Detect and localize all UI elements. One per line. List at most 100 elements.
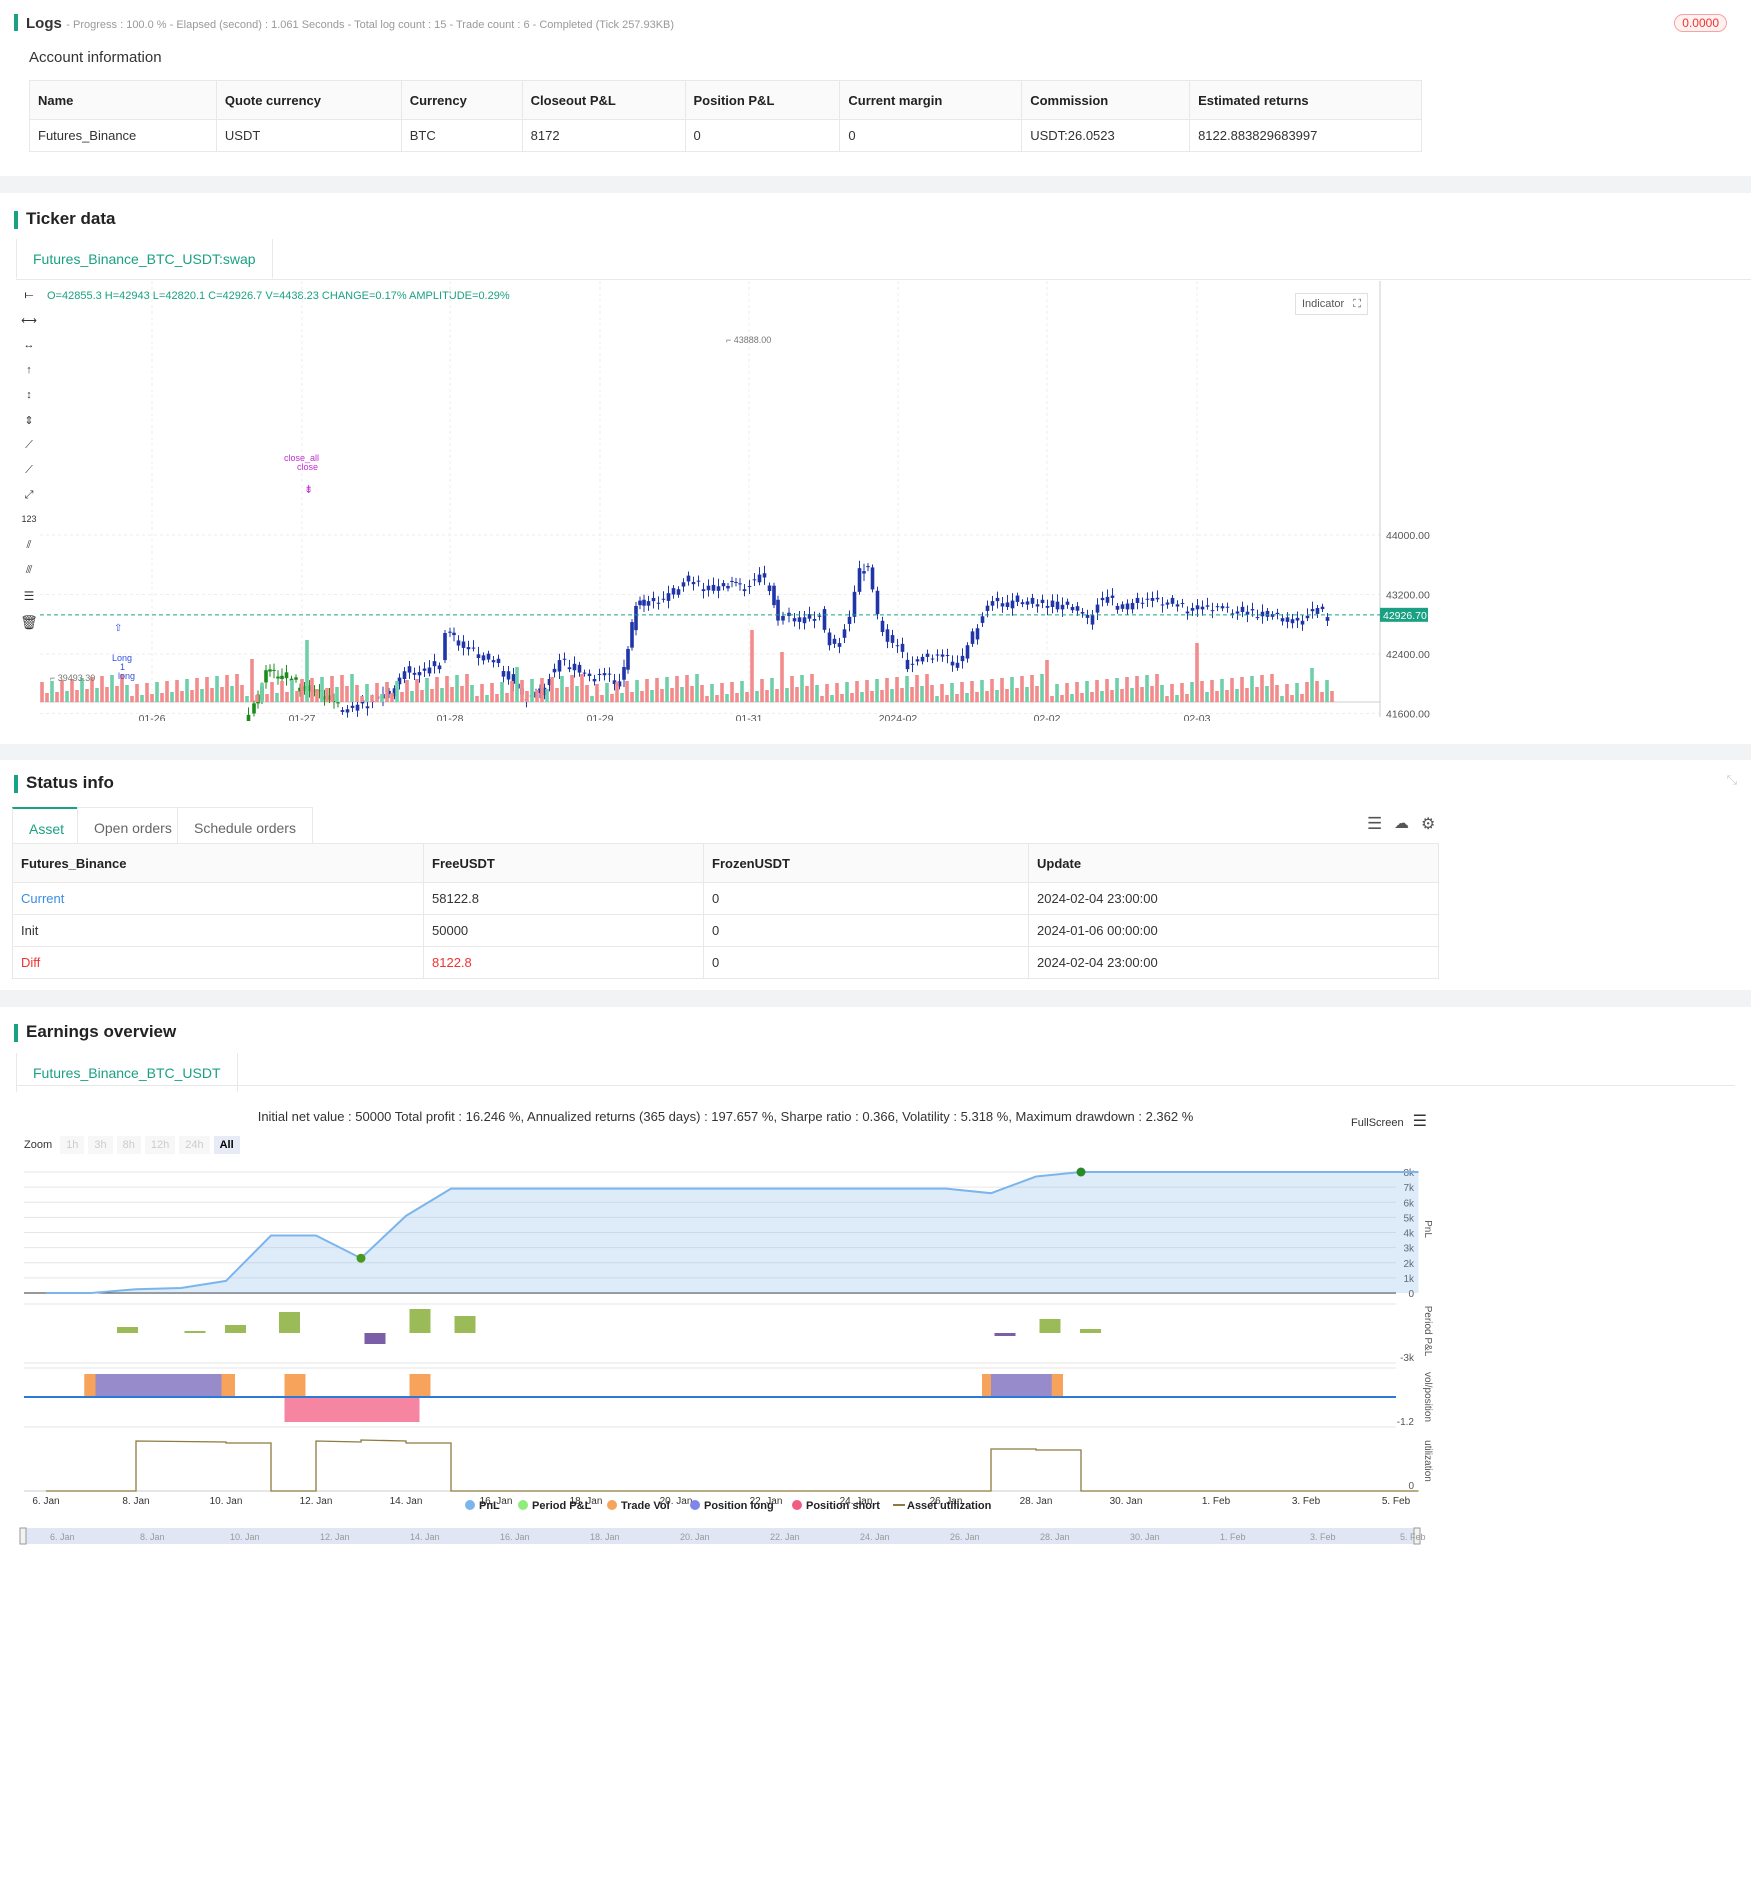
menu-icon[interactable]: ☰ <box>1412 1113 1427 1130</box>
volume-bar <box>440 688 444 702</box>
price-line-icon[interactable]: 123 <box>21 514 37 524</box>
zoom-12h-button[interactable]: 12h <box>144 1136 176 1154</box>
navigator-tick: 18. Jan <box>590 1532 620 1542</box>
candle-body <box>336 702 340 704</box>
zoom-all-button[interactable]: All <box>213 1136 240 1154</box>
volume-bar <box>455 675 459 702</box>
candle-body <box>738 583 742 585</box>
volume-bar <box>1145 675 1149 702</box>
volume-bar <box>180 691 184 702</box>
tab-asset[interactable]: Asset <box>12 807 82 847</box>
candle-body <box>597 673 602 675</box>
volume-bar <box>210 688 214 702</box>
tab-schedule-orders[interactable]: Schedule orders <box>177 807 313 847</box>
volume-bar <box>805 686 809 702</box>
list-icon[interactable]: ☰ <box>1367 814 1383 833</box>
zoom-1h-button[interactable]: 1h <box>60 1136 85 1154</box>
collapse-icon[interactable]: ⤡ <box>1726 772 1737 787</box>
segment-line-icon[interactable]: ⤢ <box>24 489 34 501</box>
horizontal-line-icon[interactable]: ⟷ <box>21 315 37 327</box>
trend-line-icon[interactable]: ⟋ <box>25 439 33 451</box>
volume-bar <box>860 692 864 702</box>
cloud-download-icon[interactable]: ☁ <box>1394 815 1409 832</box>
candle-body <box>817 615 822 617</box>
indicator-button[interactable]: Indicator ⛶ <box>1295 293 1368 315</box>
candle-body <box>822 609 827 630</box>
candle-body <box>837 643 842 647</box>
extended-line-icon[interactable]: ↔ <box>23 339 35 351</box>
axis-title: vol/position <box>1422 1372 1433 1422</box>
volume-bar <box>425 678 429 702</box>
zoom-24h-button[interactable]: 24h <box>179 1136 210 1154</box>
candle-body <box>681 582 686 587</box>
pnl-tick-label: 4k <box>1403 1229 1415 1240</box>
horizontal-ray-icon[interactable]: ⟝ <box>24 289 34 301</box>
volume-bar <box>530 679 534 702</box>
volume-bar <box>1220 679 1224 702</box>
volume-bar <box>470 685 474 702</box>
volume-bar <box>790 676 794 702</box>
volume-bar <box>1045 660 1049 702</box>
pnl-tick-label: 5k <box>1403 1213 1415 1224</box>
tab-open-orders[interactable]: Open orders <box>77 807 189 847</box>
candle-body <box>676 589 681 595</box>
tab-earnings-symbol[interactable]: Futures_Binance_BTC_USDT <box>16 1053 238 1093</box>
candle-body <box>461 641 466 648</box>
table-cell: BTC <box>400 119 523 152</box>
settings-icon[interactable]: ⚙ <box>1421 816 1436 833</box>
earnings-chart[interactable]: 8k 7k 6k 5k 4k 3k 2k 1k 0 -3k -1.2 0 PnL Period P&L vo… <box>0 1151 1451 1891</box>
volume-bar <box>340 675 344 702</box>
volume-bar <box>1010 677 1014 702</box>
trash-icon[interactable]: 🗑 <box>20 614 38 630</box>
volume-bar <box>955 694 959 702</box>
volume-bar <box>850 693 854 702</box>
vertical-segment-icon[interactable]: ⇕ <box>24 415 34 427</box>
fibonacci-icon[interactable]: ⫻ <box>25 564 33 576</box>
volume-bar <box>525 691 529 702</box>
volume-bar <box>830 695 834 702</box>
ray-line-icon[interactable]: ⟋ <box>25 464 33 476</box>
candle-body <box>742 589 747 592</box>
volume-bar <box>605 683 609 702</box>
expand-icon[interactable]: ⛶ <box>1353 298 1361 310</box>
volume-bar <box>610 694 614 702</box>
volume-bar <box>465 674 469 702</box>
volume-bar <box>520 680 524 702</box>
volume-bar <box>655 678 659 702</box>
volume-bar <box>125 685 129 702</box>
candlestick-chart[interactable]: 44000.0043200.0042400.0041600.0040800.00… <box>40 281 1460 721</box>
candle-body <box>582 672 587 674</box>
axis-title: Period P&L <box>1422 1306 1433 1357</box>
candle-body <box>476 654 481 659</box>
candle-body <box>365 706 370 709</box>
candle-body <box>970 631 975 644</box>
vertical-ray-icon[interactable]: ↑ <box>26 364 32 376</box>
candle-body <box>691 582 696 585</box>
volume-bar <box>795 687 799 702</box>
volume-bar <box>260 683 264 702</box>
zoom-8h-button[interactable]: 8h <box>116 1136 141 1154</box>
column-header: Position P&L <box>684 80 841 120</box>
parallel-channel-icon[interactable]: ⫽ <box>26 539 32 551</box>
low-label: ⌐ 39493.30 <box>50 673 95 683</box>
table-row: Diff 8122.8 0 2024-02-04 23:00:00 <box>12 946 1439 979</box>
candle-body <box>1300 620 1305 625</box>
volume-bar <box>100 676 104 702</box>
horizontal-lines-icon[interactable]: ☰ <box>23 589 35 603</box>
vertical-line-icon[interactable]: ↕ <box>26 389 32 401</box>
volume-bar <box>1300 694 1304 702</box>
volume-bar <box>290 680 294 702</box>
fullscreen-button[interactable]: FullScreen ☰ <box>1351 1113 1427 1130</box>
volume-bar <box>940 684 944 702</box>
candle-body <box>721 583 726 587</box>
volume-bar <box>870 691 874 702</box>
volume-bar <box>415 679 419 702</box>
zoom-3h-button[interactable]: 3h <box>88 1136 113 1154</box>
tab-ticker-symbol[interactable]: Futures_Binance_BTC_USDT:swap <box>16 239 273 279</box>
navigator-tick: 14. Jan <box>410 1532 440 1542</box>
volume-bar <box>1310 668 1314 702</box>
logs-card: Logs - Progress : 100.0 % - Elapsed (sec… <box>0 0 1751 176</box>
candle-body <box>1290 619 1295 624</box>
volume-bar <box>810 674 814 702</box>
candle-body <box>1150 597 1155 601</box>
